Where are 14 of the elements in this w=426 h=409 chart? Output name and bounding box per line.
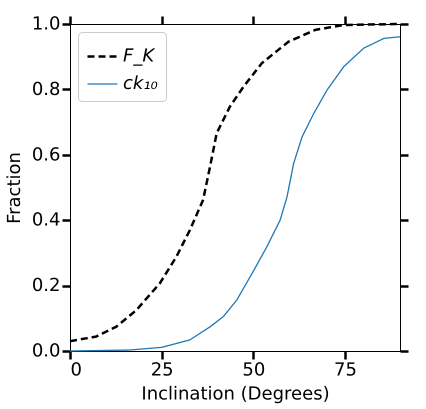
x-tick-label: 25 [150, 360, 174, 380]
legend-label: F_K [123, 46, 156, 66]
y-tick-label: 0.2 [32, 275, 60, 296]
x-axis-title: Inclination (Degrees) [141, 384, 330, 404]
x-tick-label: 50 [242, 360, 266, 380]
y-tick-label: 0.8 [32, 78, 60, 100]
y-tick-label: 0.0 [32, 340, 60, 362]
y-axis-title: Fraction [4, 152, 25, 224]
y-tick-label: 0.6 [32, 144, 60, 166]
x-tick-label: 0 [70, 360, 82, 380]
legend-label: ck₁₀ [123, 73, 158, 94]
y-tick-label: 1.0 [32, 14, 60, 34]
x-tick-label: 75 [334, 360, 357, 380]
y-tick-label: 0.4 [32, 210, 60, 231]
